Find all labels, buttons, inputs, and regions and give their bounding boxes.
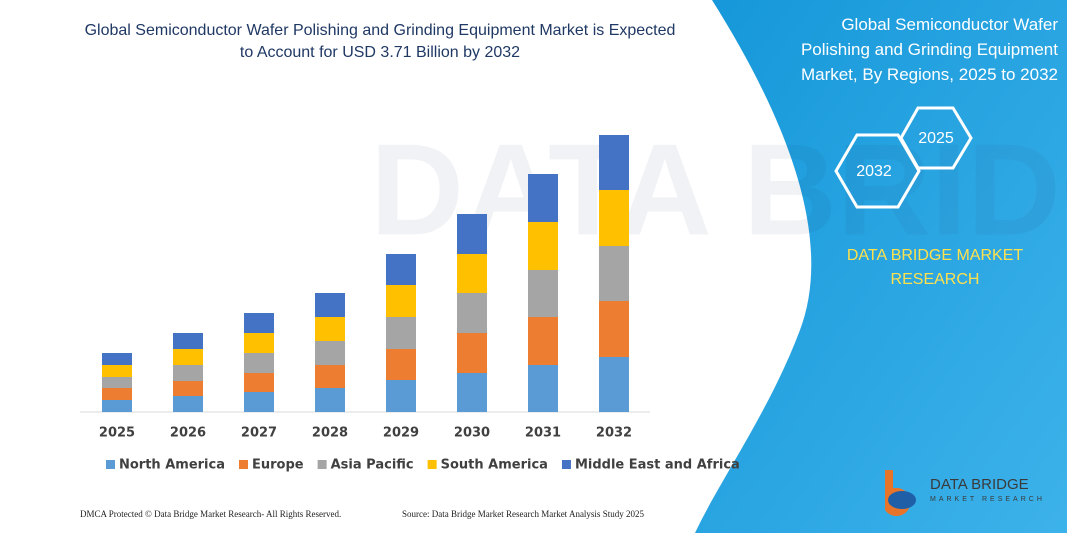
chart-title: Global Semiconductor Wafer Polishing and…: [84, 22, 676, 61]
logo-icon: [885, 470, 916, 516]
bar-segment: [102, 365, 132, 377]
bar-segment: [599, 135, 629, 190]
legend-swatch: [427, 460, 437, 469]
legend-swatch: [106, 460, 115, 469]
bar-segment: [102, 388, 132, 400]
bar-segment: [386, 254, 416, 285]
bar-segment: [457, 373, 487, 412]
bar-segment: [102, 400, 132, 412]
hexagon: [834, 133, 921, 209]
bar-segment: [528, 270, 558, 317]
bar-segment: [102, 377, 132, 388]
bar-segment: [386, 317, 416, 349]
bar-segment: [173, 349, 203, 365]
bar-segment: [173, 365, 203, 381]
bar-segment: [102, 353, 132, 365]
bar-segment: [599, 357, 629, 412]
x-tick-label: 2027: [241, 426, 277, 441]
x-tick-label: 2032: [596, 426, 632, 441]
side-panel-bg: [695, 0, 1067, 533]
legend-label: Asia Pacific: [331, 458, 414, 473]
panel-title: Global Semiconductor Wafer Polishing and…: [800, 15, 1058, 84]
bar-segment: [457, 214, 487, 254]
x-tick-label: 2025: [99, 426, 135, 441]
bar-segment: [173, 333, 203, 349]
bar-segment: [528, 222, 558, 270]
bar-segment: [386, 349, 416, 380]
bar-segment: [315, 341, 345, 365]
bar-segment: [457, 333, 487, 373]
bar-segment: [457, 254, 487, 293]
year-label: 2032: [856, 163, 892, 180]
bar-segment: [315, 317, 345, 341]
legend-swatch: [239, 460, 248, 469]
legend-swatch: [561, 460, 571, 469]
bar-segment: [244, 353, 274, 373]
logo-name: DATA BRIDGE: [930, 476, 1029, 493]
bar-segment: [599, 190, 629, 246]
bar-segment: [528, 365, 558, 412]
footer-left: DMCA Protected © Data Bridge Market Rese…: [80, 509, 342, 519]
bar-segment: [173, 396, 203, 412]
bar-segment: [528, 174, 558, 222]
bar-segment: [528, 317, 558, 365]
x-tick-label: 2030: [454, 426, 490, 441]
bar-segment: [315, 365, 345, 388]
x-tick-label: 2028: [312, 426, 348, 441]
legend-label: Europe: [252, 458, 304, 473]
bar-segment: [244, 333, 274, 353]
footer-right: Source: Data Bridge Market Research Mark…: [402, 509, 644, 519]
legend-label: North America: [119, 458, 225, 473]
legend-label: South America: [441, 458, 548, 473]
year-label: 2025: [918, 130, 954, 147]
panel-brand: DATA BRIDGE MARKET RESEARCH: [846, 247, 1024, 288]
bar-segment: [244, 373, 274, 392]
x-tick-label: 2031: [525, 426, 561, 441]
bar-segment: [599, 301, 629, 357]
bar-segment: [599, 246, 629, 301]
x-tick-label: 2026: [170, 426, 206, 441]
legend-label: Middle East and Africa: [575, 458, 740, 473]
bar-segment: [244, 313, 274, 333]
bar-segment: [315, 293, 345, 317]
bar-segment: [457, 293, 487, 333]
bar-segment: [173, 381, 203, 396]
bar-segment: [386, 380, 416, 412]
bar-segment: [244, 392, 274, 412]
bar-segment: [386, 285, 416, 317]
logo-tagline: MARKET RESEARCH: [930, 496, 1045, 503]
bar-segment: [315, 388, 345, 412]
legend-swatch: [317, 460, 327, 469]
x-tick-label: 2029: [383, 426, 419, 441]
